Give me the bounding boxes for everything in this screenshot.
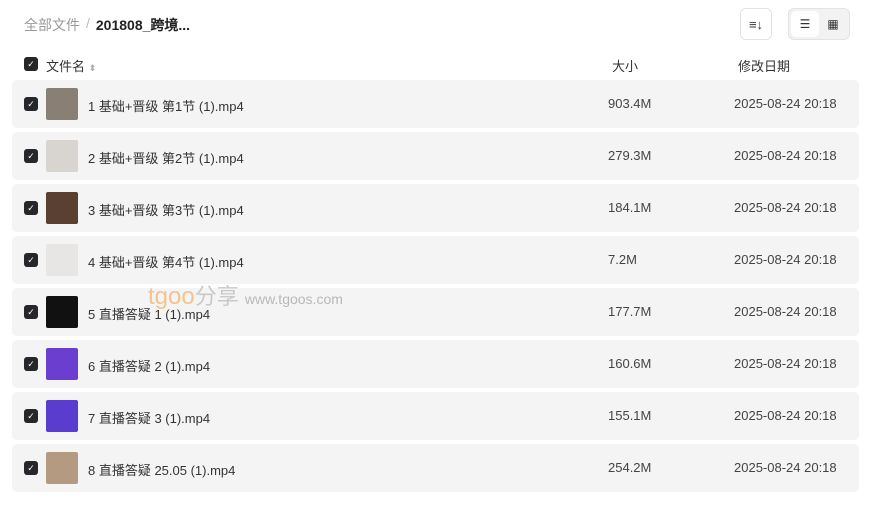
- list-view-button[interactable]: ☰: [791, 11, 819, 37]
- file-row[interactable]: ✓ 1 基础+晋级 第1节 (1).mp4 903.4M 2025-08-24 …: [12, 80, 859, 128]
- file-name[interactable]: 2 基础+晋级 第2节 (1).mp4: [88, 151, 244, 166]
- table-header: ✓ 文件名 ⬍ 大小 修改日期: [0, 56, 874, 74]
- file-date: 2025-08-24 20:18: [734, 96, 837, 111]
- file-name[interactable]: 8 直播答疑 25.05 (1).mp4: [88, 463, 236, 478]
- row-checkbox[interactable]: ✓: [24, 149, 38, 163]
- sort-button[interactable]: ≡↓: [740, 8, 772, 40]
- grid-view-button[interactable]: ▦: [819, 11, 847, 37]
- file-name[interactable]: 3 基础+晋级 第3节 (1).mp4: [88, 203, 244, 218]
- grid-view-icon: ▦: [827, 17, 839, 31]
- row-checkbox[interactable]: ✓: [24, 305, 38, 319]
- video-thumbnail: [46, 192, 78, 224]
- file-size: 279.3M: [608, 148, 652, 163]
- file-date: 2025-08-24 20:18: [734, 252, 837, 267]
- file-name[interactable]: 4 基础+晋级 第4节 (1).mp4: [88, 255, 244, 270]
- file-row[interactable]: ✓ 2 基础+晋级 第2节 (1).mp4 279.3M 2025-08-24 …: [12, 132, 859, 180]
- file-date: 2025-08-24 20:18: [734, 356, 837, 371]
- file-row[interactable]: ✓ 7 直播答疑 3 (1).mp4 155.1M 2025-08-24 20:…: [12, 392, 859, 440]
- video-thumbnail: [46, 400, 78, 432]
- column-name-label: 文件名: [46, 59, 86, 74]
- column-date[interactable]: 修改日期: [738, 59, 791, 74]
- sort-icon: ≡↓: [748, 16, 764, 32]
- file-name[interactable]: 5 直播答疑 1 (1).mp4: [88, 307, 211, 322]
- video-thumbnail: [46, 88, 78, 120]
- file-size: 160.6M: [608, 356, 652, 371]
- file-date: 2025-08-24 20:18: [734, 408, 837, 423]
- breadcrumb-current: 201808_跨境...: [95, 17, 191, 33]
- video-thumbnail: [46, 140, 78, 172]
- row-checkbox[interactable]: ✓: [24, 461, 38, 475]
- file-name[interactable]: 6 直播答疑 2 (1).mp4: [88, 359, 211, 374]
- file-name[interactable]: 1 基础+晋级 第1节 (1).mp4: [88, 99, 244, 114]
- breadcrumb-root[interactable]: 全部文件: [24, 17, 80, 33]
- select-all-checkbox[interactable]: ✓: [24, 57, 38, 71]
- file-date: 2025-08-24 20:18: [734, 304, 837, 319]
- column-name[interactable]: 文件名 ⬍: [46, 56, 96, 75]
- file-date: 2025-08-24 20:18: [734, 148, 837, 163]
- breadcrumb: 全部文件 / 201808_跨境...: [24, 15, 190, 35]
- watermark-text: 分享: [194, 284, 239, 309]
- file-date: 2025-08-24 20:18: [734, 460, 837, 475]
- file-size: 184.1M: [608, 200, 652, 215]
- file-size: 177.7M: [608, 304, 652, 319]
- row-checkbox[interactable]: ✓: [24, 409, 38, 423]
- row-checkbox[interactable]: ✓: [24, 253, 38, 267]
- file-size: 7.2M: [608, 252, 637, 267]
- watermark-url: www.tgoos.com: [244, 291, 343, 307]
- file-date: 2025-08-24 20:18: [734, 200, 837, 215]
- video-thumbnail: [46, 452, 78, 484]
- file-name[interactable]: 7 直播答疑 3 (1).mp4: [88, 411, 211, 426]
- file-row[interactable]: ✓ 4 基础+晋级 第4节 (1).mp4 7.2M 2025-08-24 20…: [12, 236, 859, 284]
- row-checkbox[interactable]: ✓: [24, 97, 38, 111]
- video-thumbnail: [46, 348, 78, 380]
- video-thumbnail: [46, 244, 78, 276]
- file-row[interactable]: ✓ 5 直播答疑 1 (1).mp4 177.7M 2025-08-24 20:…: [12, 288, 859, 336]
- view-toggle: ☰ ▦: [788, 8, 850, 40]
- file-row[interactable]: ✓ 6 直播答疑 2 (1).mp4 160.6M 2025-08-24 20:…: [12, 340, 859, 388]
- row-checkbox[interactable]: ✓: [24, 201, 38, 215]
- sort-caret-icon: ⬍: [88, 63, 97, 73]
- breadcrumb-separator: /: [86, 15, 90, 31]
- watermark: tgoo分享 www.tgoos.com: [148, 279, 343, 311]
- file-size: 155.1M: [608, 408, 652, 423]
- video-thumbnail: [46, 296, 78, 328]
- row-checkbox[interactable]: ✓: [24, 357, 38, 371]
- file-size: 254.2M: [608, 460, 652, 475]
- file-row[interactable]: ✓ 8 直播答疑 25.05 (1).mp4 254.2M 2025-08-24…: [12, 444, 859, 492]
- watermark-brand: tgoo: [148, 283, 195, 310]
- list-view-icon: ☰: [799, 17, 811, 31]
- file-size: 903.4M: [608, 96, 652, 111]
- file-row[interactable]: ✓ 3 基础+晋级 第3节 (1).mp4 184.1M 2025-08-24 …: [12, 184, 859, 232]
- column-size[interactable]: 大小: [612, 59, 639, 74]
